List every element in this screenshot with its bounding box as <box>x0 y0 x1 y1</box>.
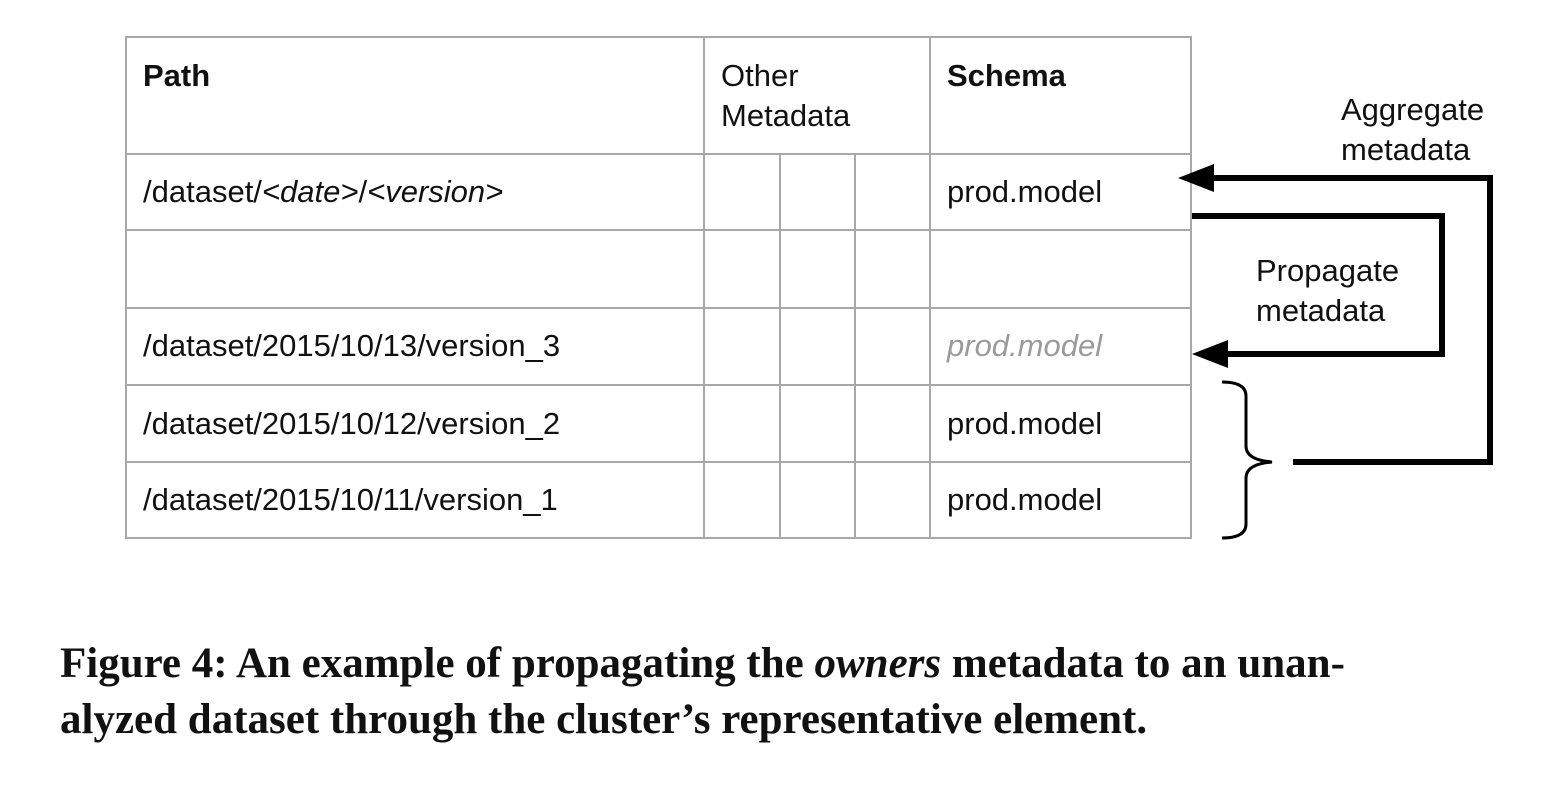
aggregate-metadata-label-line2: metadata <box>1341 132 1471 167</box>
cluster-bracket <box>1221 380 1273 540</box>
table-row-divider <box>125 384 1192 386</box>
table-row-path: /dataset/2015/10/11/version_1 <box>143 482 558 517</box>
aggregate-metadata-label: Aggregate <box>1341 92 1485 127</box>
table-row-divider <box>125 307 1192 309</box>
table-row-divider <box>125 461 1192 463</box>
table-column-divider <box>703 36 705 539</box>
propagate-arrow-head <box>1192 340 1228 368</box>
aggregate-arrow-head <box>1178 164 1214 192</box>
path-prefix: /dataset/ <box>143 174 262 209</box>
table-subcolumn-divider <box>779 153 781 539</box>
table-row-schema: prod.model <box>947 174 1103 209</box>
table-border-right <box>1190 36 1192 539</box>
table-border-bottom <box>125 537 1192 539</box>
caption-text: metadata to an unan- <box>941 640 1345 687</box>
propagate-metadata-label-line2: metadata <box>1256 293 1386 328</box>
path-separator: / <box>358 174 368 209</box>
table-row-path: /dataset/2015/10/13/version_3 <box>143 328 561 363</box>
table-row-path: /dataset/2015/10/12/version_2 <box>143 406 561 441</box>
table-row-schema: prod.model <box>947 406 1103 441</box>
figure-caption: Figure 4: An example of propagating the … <box>60 636 1500 748</box>
aggregate-arrow-line <box>1210 175 1493 465</box>
table-row-path: /dataset/<date>/<version> <box>143 172 503 212</box>
propagate-metadata-label: Propagate <box>1256 253 1400 288</box>
caption-line-1: Figure 4: An example of propagating the … <box>60 636 1500 692</box>
table-border-left <box>125 36 127 539</box>
path-date-placeholder: <date> <box>261 174 359 209</box>
propagate-arrow-line <box>1192 213 1445 357</box>
table-subcolumn-divider <box>854 153 856 539</box>
table-border-top <box>125 36 1192 38</box>
path-column-header: Path <box>143 58 211 93</box>
table-row-schema-propagated: prod.model <box>947 328 1103 363</box>
caption-text: Figure 4: An example of propagating the <box>60 640 815 687</box>
schema-column-header: Schema <box>947 58 1066 93</box>
table-row-divider <box>125 229 1192 231</box>
caption-line-2: alyzed dataset through the cluster’s rep… <box>60 696 1148 743</box>
table-column-divider <box>929 36 931 539</box>
other-metadata-column-header: Other <box>721 58 799 93</box>
table-row-divider <box>125 153 1192 155</box>
table-row-schema: prod.model <box>947 482 1103 517</box>
other-metadata-column-header-line2: Metadata <box>721 98 851 133</box>
path-version-placeholder: <version> <box>367 174 504 209</box>
caption-emphasis: owners <box>814 640 942 687</box>
